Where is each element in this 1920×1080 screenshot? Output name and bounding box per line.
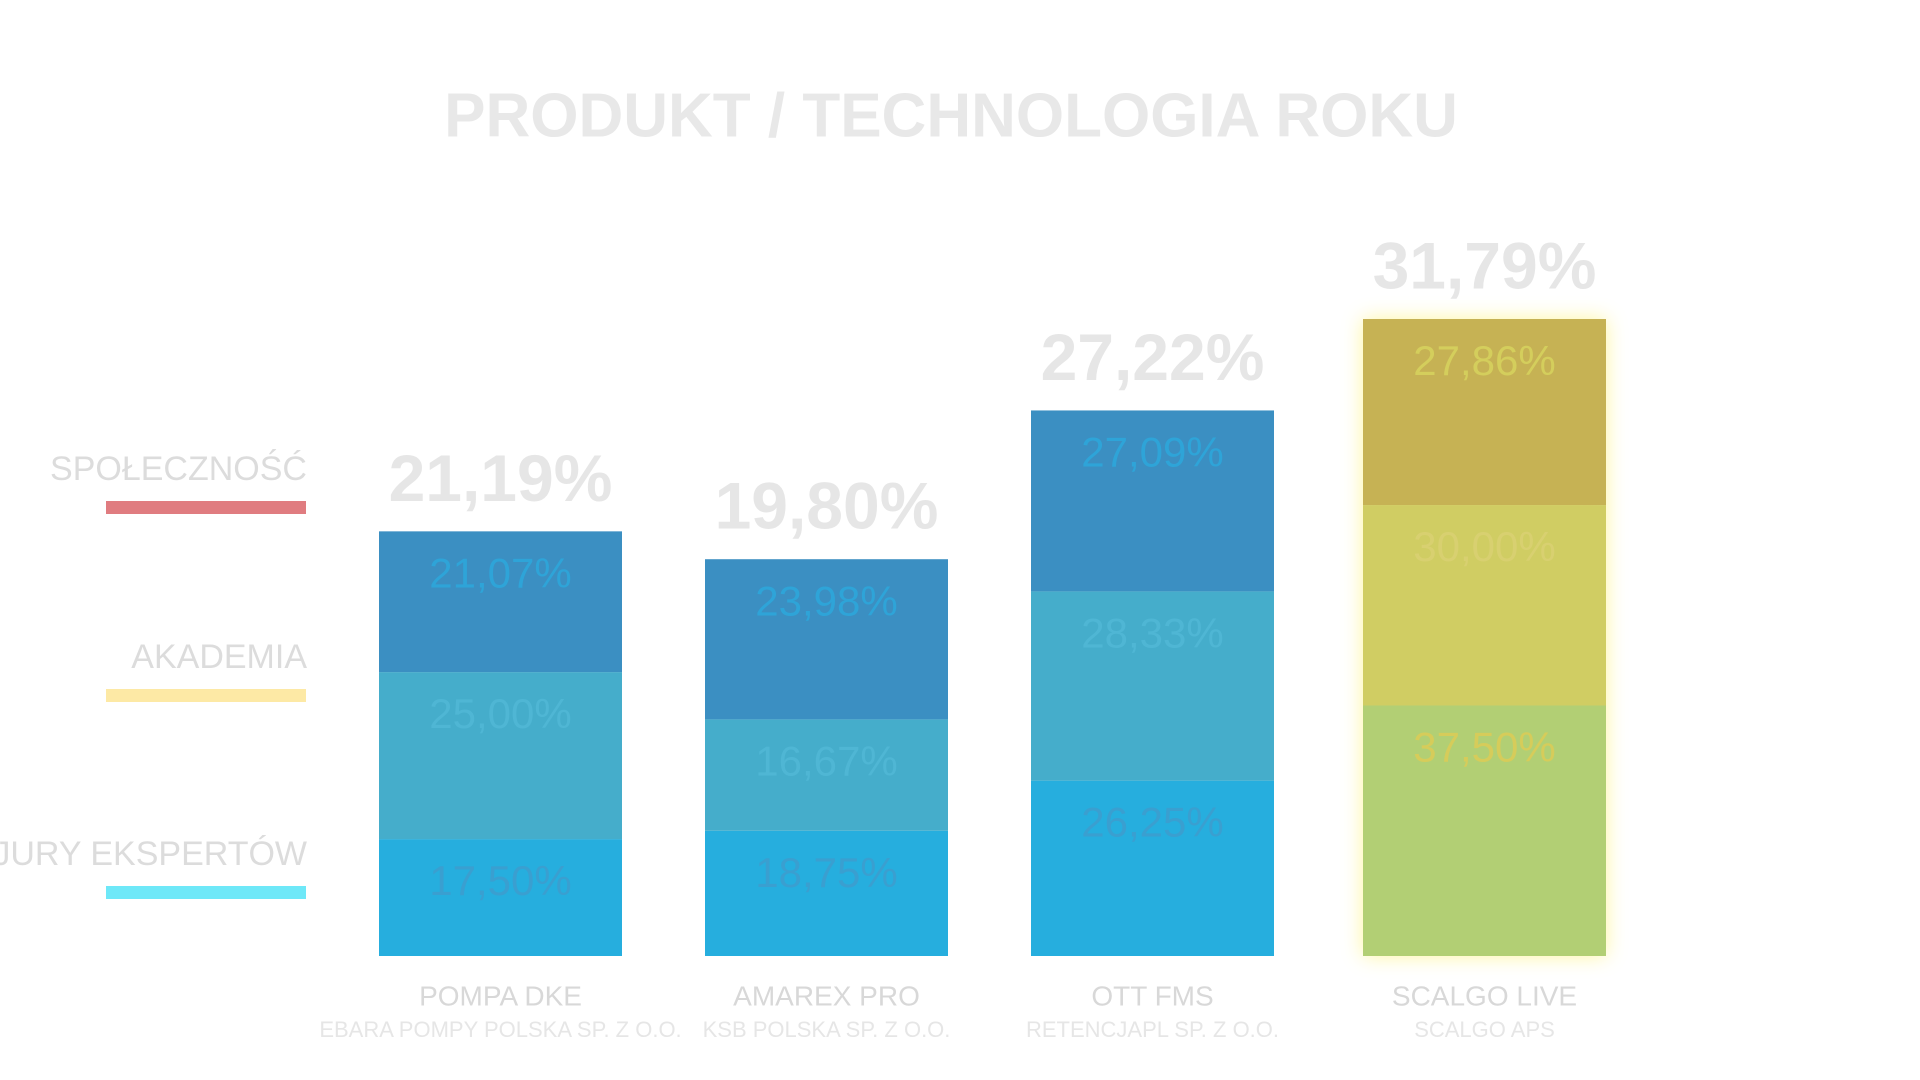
segment-label: 16,67%	[755, 737, 897, 784]
legend-label: SPOŁECZNOŚĆ	[50, 449, 307, 488]
legend-swatch	[106, 689, 306, 702]
bar-group	[1363, 318, 1606, 956]
bar-segment	[1363, 505, 1606, 706]
category-sublabel: EBARA POMPY POLSKA SP. Z O.O.	[319, 1017, 681, 1042]
segment-label: 28,33%	[1081, 609, 1223, 656]
category-sublabel: RETENCJAPL SP. Z O.O.	[1026, 1017, 1279, 1042]
category-sublabel: SCALGO APS	[1414, 1017, 1555, 1042]
category-label: AMAREX PRO	[733, 980, 920, 1011]
bar-segment	[1031, 410, 1274, 592]
segment-label: 27,86%	[1413, 337, 1555, 384]
bar-segment	[705, 719, 948, 831]
bar-group	[705, 559, 948, 956]
total-label: 21,19%	[389, 441, 613, 515]
bar-segment	[705, 559, 948, 720]
category-label: SCALGO LIVE	[1392, 980, 1577, 1011]
legend-swatch	[106, 886, 306, 899]
segment-label: 17,50%	[429, 857, 571, 904]
bar-group	[379, 531, 622, 956]
bar-segment	[705, 830, 948, 956]
bar-segment	[379, 672, 622, 840]
total-label: 27,22%	[1041, 320, 1265, 394]
bar-segment	[1363, 318, 1606, 506]
segment-label: 23,98%	[755, 577, 897, 624]
category-label: POMPA DKE	[419, 980, 582, 1011]
segment-label: 27,09%	[1081, 429, 1223, 476]
segment-label: 30,00%	[1413, 523, 1555, 570]
category-label: OTT FMS	[1091, 980, 1213, 1011]
segment-label: 21,07%	[429, 549, 571, 596]
segment-label: 37,50%	[1413, 724, 1555, 771]
bar-segment	[379, 839, 622, 956]
bar-segment	[379, 531, 622, 673]
total-label: 19,80%	[715, 469, 939, 543]
segment-label: 26,25%	[1081, 799, 1223, 846]
category-sublabel: KSB POLSKA SP. Z O.O.	[703, 1017, 951, 1042]
segment-label: 18,75%	[755, 849, 897, 896]
legend-label: AKADEMIA	[131, 638, 307, 676]
segment-label: 25,00%	[429, 690, 571, 737]
bar-segment	[1363, 705, 1606, 956]
bar-segment	[1031, 591, 1274, 781]
legend-label: JURY EKSPERTÓW	[0, 835, 307, 873]
bar-segment	[1031, 780, 1274, 956]
bar-group	[1031, 410, 1274, 956]
total-label: 31,79%	[1373, 228, 1597, 302]
legend-swatch	[106, 501, 306, 514]
chart-title: PRODUKT / TECHNOLOGIA ROKU	[444, 81, 1458, 150]
